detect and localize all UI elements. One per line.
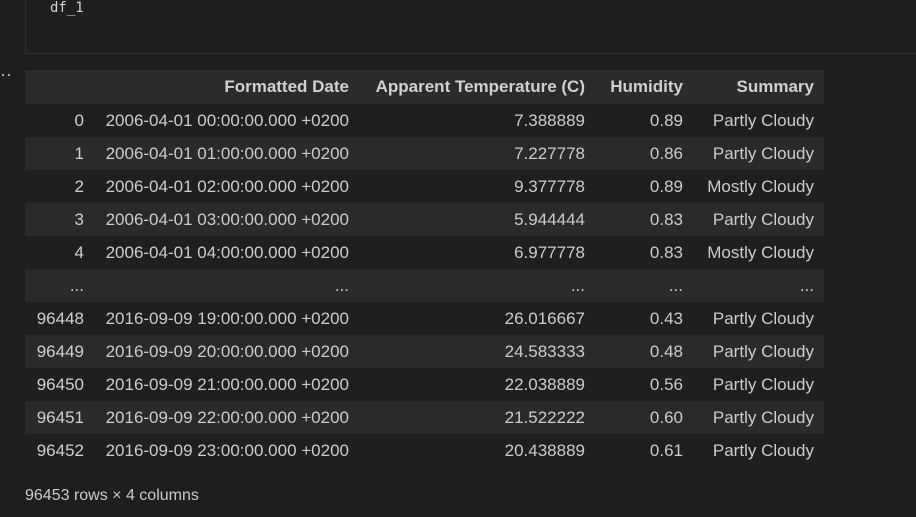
table-cell: 7.388889 <box>514 110 585 130</box>
table-cell: 0.83 <box>649 209 683 229</box>
row-index: ... <box>69 275 84 295</box>
table-cell: Partly Cloudy <box>712 374 814 394</box>
column-header: Apparent Temperature (C) <box>375 77 585 96</box>
column-header: Summary <box>736 77 814 96</box>
table-cell: 0.61 <box>649 440 683 460</box>
table-row: 96451 2016-09-09 22:00:00.000 +0200 21.522… <box>25 401 824 434</box>
table-cell: Mostly Cloudy <box>707 176 814 196</box>
table-cell: 2006-04-01 03:00:00.000 +0200 <box>105 209 349 229</box>
table-cell: 0.89 <box>649 176 683 196</box>
table-row: 2 2006-04-01 02:00:00.000 +0200 9.377778 0.… <box>25 170 824 203</box>
dataframe-table: Formatted Date Apparent Temperature (C) Hu… <box>25 70 824 467</box>
row-index: 96448 <box>36 308 84 328</box>
table-cell: 0.56 <box>649 374 683 394</box>
table-cell: 0.60 <box>649 407 683 427</box>
table-row: 96449 2016-09-09 20:00:00.000 +0200 24.583… <box>25 335 824 368</box>
output-menu-icon[interactable] <box>0 72 14 78</box>
code-text: df_1 <box>50 0 84 16</box>
table-cell: Partly Cloudy <box>712 143 814 163</box>
code-cell[interactable]: df_1 <box>25 0 916 54</box>
header-row: Formatted Date Apparent Temperature (C) Hu… <box>25 70 824 104</box>
row-index: 2 <box>74 176 84 196</box>
table-cell: ... <box>668 275 683 295</box>
table-cell: ... <box>570 275 585 295</box>
table-cell: 2016-09-09 20:00:00.000 +0200 <box>105 341 349 361</box>
table-cell: 2006-04-01 02:00:00.000 +0200 <box>105 176 349 196</box>
table-cell: 26.016667 <box>504 308 585 328</box>
table-cell: 0.43 <box>649 308 683 328</box>
row-index: 4 <box>74 242 84 262</box>
row-index: 96450 <box>36 374 84 394</box>
table-cell: 5.944444 <box>514 209 585 229</box>
table-cell: 0.83 <box>649 242 683 262</box>
table-cell: 2006-04-01 04:00:00.000 +0200 <box>105 242 349 262</box>
table-cell: Partly Cloudy <box>712 440 814 460</box>
table-cell: Mostly Cloudy <box>707 242 814 262</box>
table-cell: 9.377778 <box>514 176 585 196</box>
row-index: 96452 <box>36 440 84 460</box>
table-row: 3 2006-04-01 03:00:00.000 +0200 5.944444 0.… <box>25 203 824 236</box>
table-cell: ... <box>334 275 349 295</box>
table-cell: 2006-04-01 01:00:00.000 +0200 <box>105 143 349 163</box>
table-cell: Partly Cloudy <box>712 308 814 328</box>
table-cell: 2016-09-09 21:00:00.000 +0200 <box>105 374 349 394</box>
table-cell: 0.48 <box>649 341 683 361</box>
table-cell: 0.86 <box>649 143 683 163</box>
table-cell: 7.227778 <box>514 143 585 163</box>
table-row: 96448 2016-09-09 19:00:00.000 +0200 26.016… <box>25 302 824 335</box>
table-cell: ... <box>799 275 814 295</box>
table-footer: 96453 rows × 4 columns <box>25 487 199 504</box>
row-index: 96449 <box>36 341 84 361</box>
row-index: 0 <box>74 110 84 130</box>
row-index: 1 <box>74 143 84 163</box>
table-cell: 2016-09-09 23:00:00.000 +0200 <box>105 440 349 460</box>
table-row: 1 2006-04-01 01:00:00.000 +0200 7.227778 0.… <box>25 137 824 170</box>
table-cell: 21.522222 <box>504 407 585 427</box>
table-cell: 0.89 <box>649 110 683 130</box>
row-index: 96451 <box>36 407 84 427</box>
table-cell: Partly Cloudy <box>712 110 814 130</box>
table-cell: 22.038889 <box>504 374 585 394</box>
row-index: 3 <box>74 209 84 229</box>
table-row: 96452 2016-09-09 23:00:00.000 +0200 20.438… <box>25 434 824 467</box>
table-cell: 2006-04-01 00:00:00.000 +0200 <box>105 110 349 130</box>
table-cell: 20.438889 <box>504 440 585 460</box>
table-row: ............... <box>25 269 824 302</box>
column-header: Humidity <box>610 77 683 96</box>
table-row: 4 2006-04-01 04:00:00.000 +0200 6.977778 0.… <box>25 236 824 269</box>
table-cell: 6.977778 <box>514 242 585 262</box>
table-cell: Partly Cloudy <box>712 209 814 229</box>
table-cell: Partly Cloudy <box>712 341 814 361</box>
table-cell: 2016-09-09 22:00:00.000 +0200 <box>105 407 349 427</box>
table-cell: 24.583333 <box>504 341 585 361</box>
table-cell: Partly Cloudy <box>712 407 814 427</box>
table-row: 0 2006-04-01 00:00:00.000 +0200 7.388889 0.… <box>25 104 824 137</box>
table-row: 96450 2016-09-09 21:00:00.000 +0200 22.038… <box>25 368 824 401</box>
table-cell: 2016-09-09 19:00:00.000 +0200 <box>105 308 349 328</box>
column-header <box>25 70 94 104</box>
column-header: Formatted Date <box>224 77 349 96</box>
